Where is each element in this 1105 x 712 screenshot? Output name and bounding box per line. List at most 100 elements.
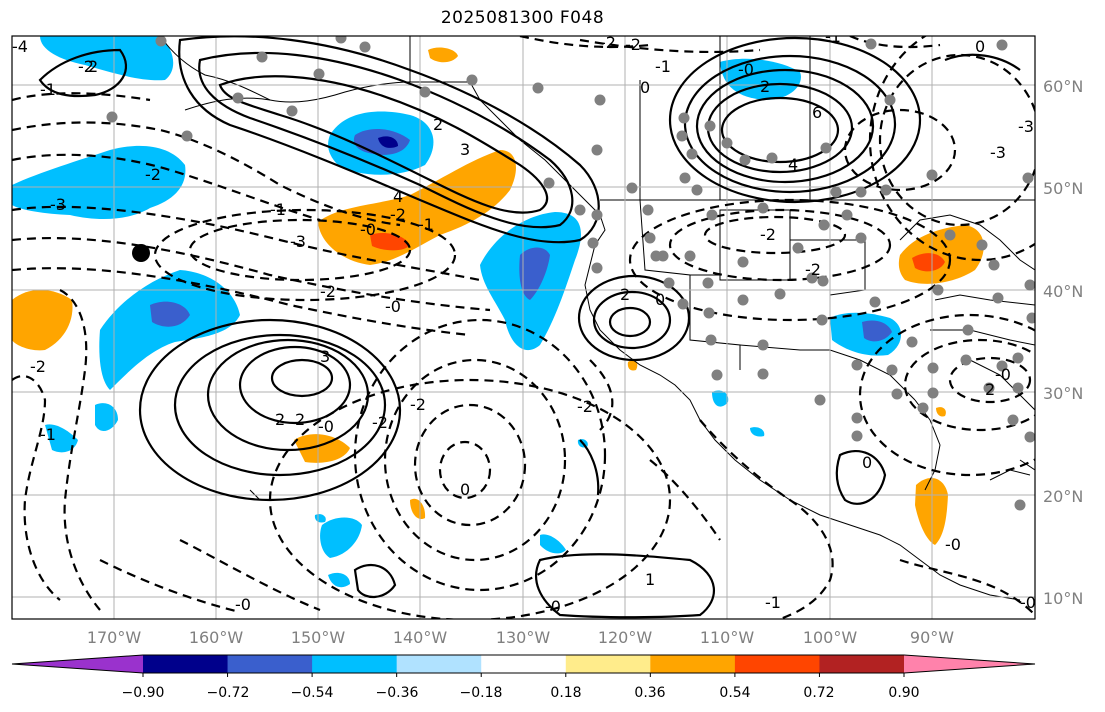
contour-label: 0 bbox=[460, 480, 470, 499]
lon-label: 130°W bbox=[496, 628, 551, 647]
colorbar-segment bbox=[143, 655, 229, 673]
contour-labels: -1 -2 2 -4 -3 -2 -1 -3 -0 -2 -1 4 3 2 -2… bbox=[12, 27, 1036, 616]
colorbar-extend-left bbox=[12, 655, 143, 673]
colorbar-tick-label: 0.90 bbox=[888, 685, 919, 701]
colorbar-tick-label: 0.36 bbox=[634, 685, 665, 701]
contour-label: 4 bbox=[393, 187, 403, 206]
lat-label: 60°N bbox=[1043, 77, 1083, 96]
lat-label: 20°N bbox=[1043, 487, 1083, 506]
colorbar-tick-label: 0.54 bbox=[719, 685, 750, 701]
contour-label: -3 bbox=[990, 143, 1006, 162]
contour-label: 2 bbox=[620, 285, 630, 304]
contour-label: -0 bbox=[738, 60, 754, 79]
lon-label: 100°W bbox=[803, 628, 858, 647]
contour-label: 3 bbox=[320, 347, 330, 366]
colorbar-labels: −0.90 −0.72 −0.54 −0.36 −0.18 0.18 0.36 … bbox=[122, 685, 920, 701]
contour-label: 1 bbox=[645, 570, 655, 589]
contour-label: 3 bbox=[460, 140, 470, 159]
grid-lines bbox=[12, 36, 1035, 619]
colorbar-tick-label: −0.72 bbox=[207, 685, 250, 701]
station-markers bbox=[106, 36, 1035, 511]
lon-label: 140°W bbox=[393, 628, 448, 647]
contour-label: -4 bbox=[12, 37, 28, 56]
contour-label: -1 bbox=[418, 215, 434, 234]
map-frame bbox=[11, 35, 1036, 620]
contour-label: -1 bbox=[40, 425, 56, 444]
colorbar-tick-label: 0.18 bbox=[550, 685, 581, 701]
colorbar-tick-label: −0.90 bbox=[122, 685, 165, 701]
map-area: -1 -2 2 -4 -3 -2 -1 -3 -0 -2 -1 4 3 2 -2… bbox=[12, 27, 1036, 619]
colorbar-segment bbox=[650, 655, 736, 673]
contour-label: 0 bbox=[655, 290, 665, 309]
latitude-labels: 60°N 50°N 40°N 30°N 20°N 10°N bbox=[1043, 77, 1083, 608]
lon-label: 170°W bbox=[87, 628, 142, 647]
colorbar-segment bbox=[481, 655, 567, 673]
contour-label: -2 bbox=[30, 357, 46, 376]
contour-label: -0 bbox=[385, 297, 401, 316]
contour-label: -1 bbox=[270, 200, 286, 219]
colorbar-segment bbox=[396, 655, 482, 673]
contour-label: -0 bbox=[545, 597, 561, 616]
colorbar-tick-label: 0.72 bbox=[803, 685, 834, 701]
contour-label: 2 bbox=[295, 410, 305, 429]
contour-label: 4 bbox=[788, 155, 798, 174]
contour-label: -2 bbox=[78, 57, 94, 76]
contour-label: -1 bbox=[655, 57, 671, 76]
contour-label: 2 bbox=[985, 380, 995, 399]
lat-label: 30°N bbox=[1043, 384, 1083, 403]
colorbar-segment bbox=[819, 655, 905, 673]
colorbar-segment bbox=[565, 655, 651, 673]
lat-label: 10°N bbox=[1043, 589, 1083, 608]
lon-label: 110°W bbox=[700, 628, 755, 647]
contour-label: 0 bbox=[975, 37, 985, 56]
contour-label: -1 bbox=[40, 80, 56, 99]
colorbar-segment bbox=[734, 655, 820, 673]
colorbar-ticks bbox=[142, 673, 905, 677]
lon-label: 90°W bbox=[910, 628, 954, 647]
contour-label: 2 bbox=[433, 115, 443, 134]
lon-label: 120°W bbox=[598, 628, 653, 647]
contour-label: -2 bbox=[577, 397, 593, 416]
contour-label: -2 bbox=[390, 205, 406, 224]
negative-shading bbox=[12, 36, 902, 588]
lon-label: 150°W bbox=[291, 628, 346, 647]
contour-label: 0 bbox=[862, 453, 872, 472]
lat-label: 50°N bbox=[1043, 179, 1083, 198]
contour-label: -2 bbox=[372, 413, 388, 432]
lon-label: 160°W bbox=[189, 628, 244, 647]
contour-label: 2 bbox=[760, 77, 770, 96]
contour-label: -2 bbox=[760, 225, 776, 244]
longitude-labels: 170°W 160°W 150°W 140°W 130°W 120°W 110°… bbox=[87, 628, 954, 647]
contour-label: 6 bbox=[812, 103, 822, 122]
colorbar-extend-right bbox=[904, 655, 1035, 673]
contour-label: -2 bbox=[145, 165, 161, 184]
contour-label: -2 bbox=[625, 35, 641, 54]
contour-label: -0 bbox=[945, 535, 961, 554]
colorbar: −0.90 −0.72 −0.54 −0.36 −0.18 0.18 0.36 … bbox=[11, 654, 1036, 701]
contour-label: -3 bbox=[290, 232, 306, 251]
lat-label: 40°N bbox=[1043, 282, 1083, 301]
colorbar-segment bbox=[227, 655, 313, 673]
contour-label: -0 bbox=[1020, 593, 1036, 612]
contour-label: -3 bbox=[50, 195, 66, 214]
contour-label: -0 bbox=[318, 417, 334, 436]
colorbar-tick-label: −0.36 bbox=[376, 685, 419, 701]
colorbar-tick-label: −0.54 bbox=[291, 685, 334, 701]
colorbar-segment bbox=[312, 655, 398, 673]
dashed-contours bbox=[12, 36, 1035, 619]
contour-label: -2 bbox=[805, 260, 821, 279]
contour-label: 2 bbox=[88, 57, 98, 76]
contour-label: 2 bbox=[275, 410, 285, 429]
colorbar-tick-label: −0.18 bbox=[460, 685, 503, 701]
contour-label: -1 bbox=[765, 593, 781, 612]
highlight-marker bbox=[132, 244, 150, 262]
contour-label: -0 bbox=[995, 365, 1011, 384]
contour-label: -0 bbox=[360, 220, 376, 239]
map-title: 2025081300 F048 bbox=[440, 8, 605, 28]
contour-label: 0 bbox=[640, 78, 650, 97]
contour-label: -1 bbox=[825, 27, 841, 46]
contour-label: -3 bbox=[1018, 117, 1034, 136]
contour-label: -2 bbox=[600, 33, 616, 52]
contour-label: -2 bbox=[320, 282, 336, 301]
